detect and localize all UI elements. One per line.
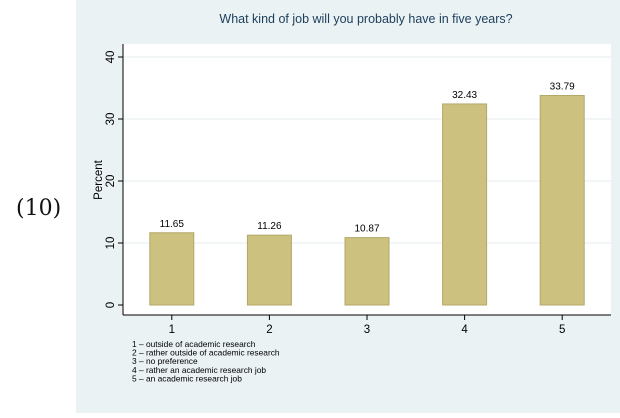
y-tick-label: 40	[105, 51, 117, 64]
data-label: 11.65	[160, 219, 185, 230]
axes: 0 10 20 30 40 1 2 3 4 5	[105, 44, 611, 336]
legend-note-line: 3 – no preference	[132, 356, 198, 366]
y-tick-label: 30	[105, 113, 117, 126]
y-tick-label: 0	[105, 302, 117, 308]
data-label: 11.26	[257, 221, 282, 232]
data-label: 32.43	[452, 90, 477, 101]
x-tick-label: 3	[364, 324, 370, 336]
bar	[344, 237, 390, 306]
x-tick-label: 2	[266, 324, 272, 336]
bar	[149, 232, 195, 306]
x-tick-label: 5	[559, 324, 565, 336]
bar	[539, 95, 585, 306]
x-tick-label: 1	[169, 324, 175, 336]
data-label: 10.87	[354, 224, 379, 235]
x-tick-label: 4	[461, 324, 468, 336]
bars	[149, 95, 585, 306]
chart-figure: What kind of job will you probably have …	[76, 0, 620, 413]
y-axis-label: Percent	[93, 159, 105, 199]
chart-title: What kind of job will you probably have …	[219, 12, 512, 26]
bar-chart: What kind of job will you probably have …	[76, 0, 620, 413]
legend-note-line: 2 – rather outside of academic research	[132, 348, 280, 358]
bar	[442, 103, 488, 306]
y-tick-label: 20	[105, 175, 117, 188]
equation-number: (10)	[16, 196, 62, 221]
legend-note-line: 5 – an academic research job	[132, 373, 242, 383]
data-labels: 11.65 11.26 10.87 32.43 33.79	[160, 82, 575, 235]
y-tick-label: 10	[105, 237, 117, 250]
data-label: 33.79	[550, 82, 575, 93]
legend-note-line: 4 – rather an academic research job	[132, 365, 266, 375]
legend-note-line: 1 – outside of academic research	[132, 339, 256, 349]
bar	[246, 234, 292, 306]
